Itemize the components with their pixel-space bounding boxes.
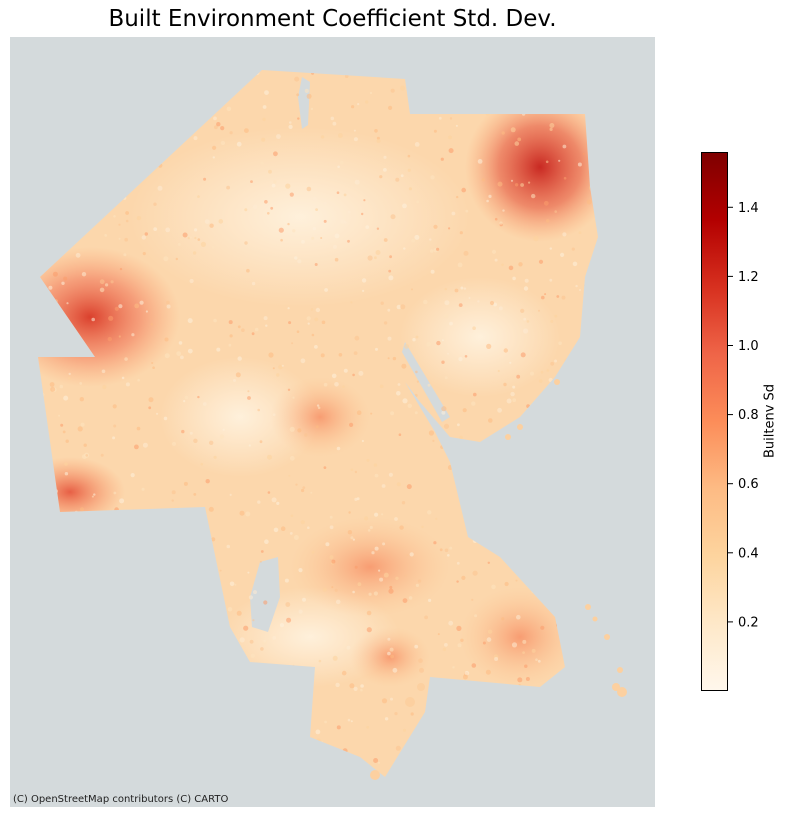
colorbar-tick-label: 1.0: [738, 339, 759, 354]
colorbar-tick-label: 0.8: [738, 408, 759, 423]
map-title: Built Environment Coefficient Std. Dev.: [108, 6, 557, 32]
colorbar-label: Builtenv Sd: [762, 383, 778, 459]
colorbar-tick-label: 1.4: [738, 201, 759, 216]
map-panel[interactable]: (C) OpenStreetMap contributors (C) CARTO: [10, 37, 655, 807]
islands: [370, 379, 627, 780]
map-svg: [38, 70, 627, 780]
colorbar-tick-label: 0.4: [738, 546, 759, 561]
colorbar-tick-label: 1.2: [738, 270, 759, 285]
river-channel: [402, 342, 450, 422]
land-layer: [38, 70, 598, 777]
lake: [250, 557, 280, 632]
map-attribution: (C) OpenStreetMap contributors (C) CARTO: [13, 794, 229, 805]
colorbar: [701, 152, 728, 691]
colorbar-tick-label: 0.6: [738, 477, 759, 492]
colorbar-axis: 0.2 0.4 0.6 0.8 1.0 1.2 1.4: [728, 201, 759, 630]
colorbar-tick-label: 0.2: [738, 615, 759, 630]
